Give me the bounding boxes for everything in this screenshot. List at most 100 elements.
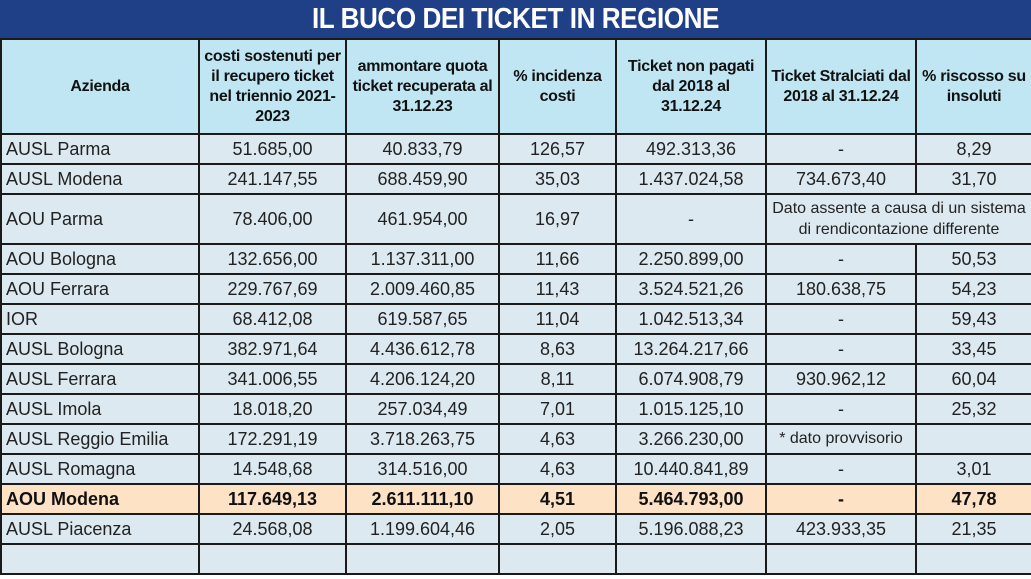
value-cell: 492.313,36 [615,133,767,165]
value-cell: 619.587,65 [345,303,500,335]
value-cell: 132.656,00 [198,243,347,275]
row-name-cell: AUSL Bologna [0,333,200,365]
value-cell: 4,51 [498,483,617,515]
value-cell: 13.264.217,66 [615,333,767,365]
value-cell: 11,04 [498,303,617,335]
value-cell [345,543,500,575]
value-cell: 1.437.024,58 [615,163,767,195]
value-cell: 6.074.908,79 [615,363,767,395]
table-row: AOU Ferrara 229.767,69 2.009.460,85 11,43 3.… [0,273,1031,305]
table-row: AUSL Modena 241.147,55 688.459,90 35,03 1.43… [0,163,1031,195]
value-cell: 3.718.263,75 [345,423,500,455]
value-cell: 60,04 [915,363,1031,395]
table-body: AUSL Parma 51.685,00 40.833,79 126,57 492.31… [0,133,1031,575]
row-name-cell: AOU Ferrara [0,273,200,305]
value-cell: - [765,333,917,365]
value-cell: 54,23 [915,273,1031,305]
row-name-cell: AUSL Piacenza [0,513,200,545]
value-cell: 68.412,08 [198,303,347,335]
value-cell: 11,43 [498,273,617,305]
value-cell: 4.436.612,78 [345,333,500,365]
value-cell: 35,03 [498,163,617,195]
value-cell: 40.833,79 [345,133,500,165]
value-cell: 2.250.899,00 [615,243,767,275]
title-bar: IL BUCO DEI TICKET IN REGIONE [0,0,1031,38]
value-cell: 341.006,55 [198,363,347,395]
column-header-stralciati: Ticket Stralciati dal 2018 al 31.12.24 [765,38,917,135]
value-cell [765,543,917,575]
row-name-cell [0,543,200,575]
page-title: IL BUCO DEI TICKET IN REGIONE [51,0,980,38]
row-name-cell: AUSL Modena [0,163,200,195]
value-cell: 47,78 [915,483,1031,515]
value-cell: 229.767,69 [198,273,347,305]
value-cell: 461.954,00 [345,193,500,245]
value-cell: 382.971,64 [198,333,347,365]
table-row: AOU Modena 117.649,13 2.611.111,10 4,51 5.46… [0,483,1031,515]
value-cell: 2.611.111,10 [345,483,500,515]
table-row: AOU Parma 78.406,00 461.954,00 16,97- Dato a… [0,193,1031,245]
value-cell [915,423,1031,455]
value-cell: 117.649,13 [198,483,347,515]
table-row: AUSL Parma 51.685,00 40.833,79 126,57 492.31… [0,133,1031,165]
value-cell: 8,29 [915,133,1031,165]
value-cell: 1.199.604,46 [345,513,500,545]
value-cell: 8,11 [498,363,617,395]
value-cell: - [765,243,917,275]
row-name-cell: AOU Modena [0,483,200,515]
value-cell: 126,57 [498,133,617,165]
column-header-azienda: Azienda [0,38,200,135]
value-cell: 3,01 [915,453,1031,485]
header-row: Azienda costi sostenuti per il recupero … [0,38,1031,135]
column-header-non-pagati: Ticket non pagati dal 2018 al 31.12.24 [615,38,767,135]
value-cell: 2.009.460,85 [345,273,500,305]
table-row: AUSL Reggio Emilia 172.291,19 3.718.263,75… [0,423,1031,455]
value-cell [198,543,347,575]
value-cell: 4,63 [498,453,617,485]
row-name-cell: AOU Bologna [0,243,200,275]
row-name-cell: AUSL Parma [0,133,200,165]
row-name-cell: AUSL Reggio Emilia [0,423,200,455]
value-cell: 18.018,20 [198,393,347,425]
value-cell: 423.933,35 [765,513,917,545]
value-cell: 16,97 [498,193,617,245]
table-row: AUSL Imola 18.018,20 257.034,49 7,01 1.015.1… [0,393,1031,425]
value-cell: 4.206.124,20 [345,363,500,395]
value-cell: 8,63 [498,333,617,365]
value-cell [915,543,1031,575]
note-cell: Dato assente a causa di un sistema di re… [765,193,1031,245]
table-row: AUSL Romagna 14.548,68 314.516,00 4,63 10.44… [0,453,1031,485]
value-cell: 1.042.513,34 [615,303,767,335]
ticket-table: Azienda costi sostenuti per il recupero … [0,38,1031,575]
value-cell: 3.524.521,26 [615,273,767,305]
value-cell: 51.685,00 [198,133,347,165]
value-cell: 257.034,49 [345,393,500,425]
value-cell: 31,70 [915,163,1031,195]
row-name-cell: AUSL Ferrara [0,363,200,395]
value-cell: 10.440.841,89 [615,453,767,485]
table-row: AUSL Piacenza 24.568,08 1.199.604,46 2,05 5.… [0,513,1031,545]
value-cell: 21,35 [915,513,1031,545]
value-cell [615,543,767,575]
row-name-cell: AUSL Imola [0,393,200,425]
value-cell: - [765,393,917,425]
column-header-riscosso: % riscosso su insoluti [915,38,1031,135]
value-cell: 1.137.311,00 [345,243,500,275]
table-row: AUSL Bologna 382.971,64 4.436.612,78 8,63 13… [0,333,1031,365]
value-cell: 78.406,00 [198,193,347,245]
value-cell: 734.673,40 [765,163,917,195]
value-cell: 688.459,90 [345,163,500,195]
value-cell: 4,63 [498,423,617,455]
value-cell: 7,01 [498,393,617,425]
column-header-incidenza: % incidenza costi [498,38,617,135]
value-cell: 25,32 [915,393,1031,425]
table-row: AOU Bologna 132.656,00 1.137.311,00 11,66 2.… [0,243,1031,275]
value-cell: 5.196.088,23 [615,513,767,545]
value-cell: - [615,193,767,245]
value-cell: - [765,453,917,485]
value-cell: 5.464.793,00 [615,483,767,515]
value-cell: - [765,133,917,165]
value-cell: - [765,303,917,335]
value-cell: 50,53 [915,243,1031,275]
row-name-cell: AOU Parma [0,193,200,245]
